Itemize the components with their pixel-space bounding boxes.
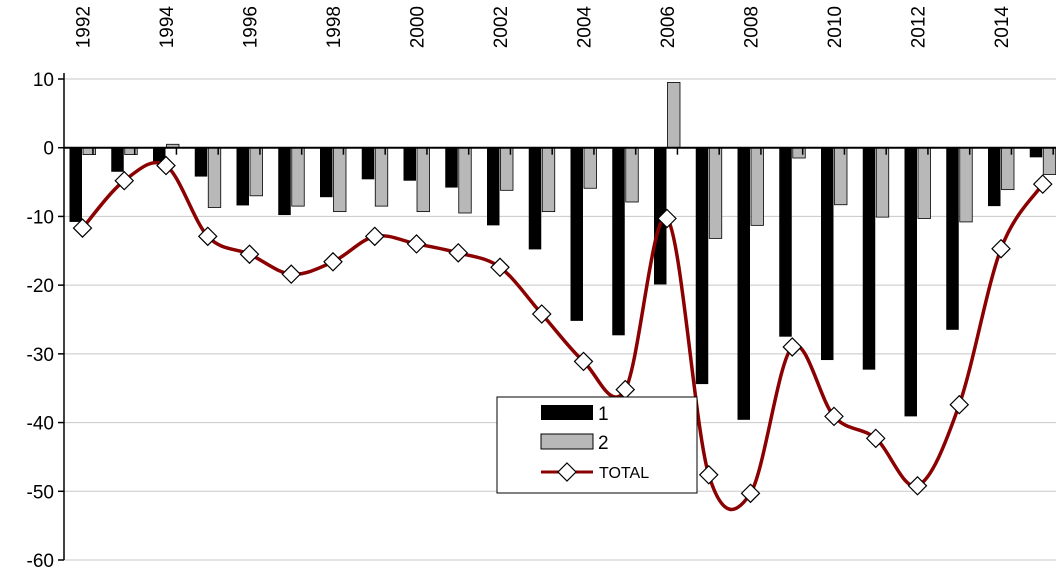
legend-marker-total bbox=[557, 462, 577, 482]
bar-series2-2008 bbox=[750, 147, 764, 226]
bar-series1-1998 bbox=[320, 147, 333, 198]
y-tick-label: -50 bbox=[27, 482, 54, 503]
bar-series2-2006 bbox=[667, 82, 681, 149]
x-tick-label: 1998 bbox=[324, 6, 345, 48]
x-tick-label: 1996 bbox=[241, 6, 262, 48]
x-tick-label: 1992 bbox=[74, 6, 95, 48]
total-marker-1995 bbox=[197, 226, 218, 247]
y-tick-label: 10 bbox=[33, 70, 54, 91]
x-tick-label: 1994 bbox=[157, 6, 178, 49]
total-marker-2004 bbox=[573, 351, 594, 372]
bar-series1-2011 bbox=[862, 147, 876, 370]
total-marker-2008 bbox=[740, 483, 761, 504]
total-marker-2010 bbox=[824, 406, 844, 427]
y-tick-label: -40 bbox=[27, 414, 54, 435]
total-line bbox=[72, 155, 1053, 511]
bar-series2-1997 bbox=[291, 147, 305, 207]
x-tick-label: 2002 bbox=[491, 6, 512, 48]
bar-series1-1997 bbox=[278, 147, 291, 216]
total-marker-1992 bbox=[72, 218, 93, 238]
axes bbox=[58, 73, 1056, 561]
x-tick-labels: 1992 1994 1996 1998 2000 2002 2004 2006 2008 2010… bbox=[74, 6, 1014, 49]
legend-box bbox=[496, 396, 698, 494]
bar-series2-1996 bbox=[249, 147, 263, 197]
bar-series2-2010 bbox=[834, 147, 848, 206]
bar-series1-2000 bbox=[403, 147, 416, 181]
total-marker-2015 bbox=[1032, 174, 1053, 194]
total-marker-2002 bbox=[490, 257, 510, 278]
bar-series1-1992 bbox=[69, 147, 82, 222]
y-tick-label: -30 bbox=[27, 345, 54, 366]
total-marker-1999 bbox=[364, 226, 385, 247]
y-tick-label: -10 bbox=[27, 207, 54, 228]
legend-label-2: 2 bbox=[598, 433, 609, 454]
y-tick-label: -20 bbox=[27, 276, 54, 297]
total-marker-1993 bbox=[114, 170, 135, 191]
bar-series1-1995 bbox=[194, 147, 208, 177]
x-tick-label: 2004 bbox=[575, 6, 596, 49]
total-marker-2012 bbox=[907, 475, 928, 496]
bar-series1-2014 bbox=[988, 147, 1001, 207]
bar-series1-2005 bbox=[612, 147, 625, 336]
total-marker-2011 bbox=[865, 428, 886, 449]
x-tick-label: 2010 bbox=[825, 6, 846, 48]
x-tick-label: 2012 bbox=[909, 6, 930, 48]
total-marker-2006 bbox=[657, 208, 677, 229]
bar-series1-1996 bbox=[236, 147, 249, 206]
bar-series2-2013 bbox=[959, 147, 973, 223]
total-marker-2007 bbox=[698, 464, 719, 485]
bar-series2-2005 bbox=[625, 147, 639, 203]
legend: 1 2 TOTAL bbox=[496, 396, 698, 494]
bar-series1-2003 bbox=[528, 147, 542, 250]
bar-series1-2004 bbox=[570, 147, 583, 321]
y-tick-label: -60 bbox=[27, 551, 54, 571]
y-tick-label: 0 bbox=[43, 139, 54, 160]
bars bbox=[69, 82, 1056, 420]
x-tick-label: 2008 bbox=[742, 6, 763, 48]
bar-series2-2001 bbox=[458, 147, 472, 214]
bar-series1-2010 bbox=[821, 147, 834, 361]
bar-series1-2001 bbox=[445, 147, 458, 188]
total-marker-2001 bbox=[448, 242, 469, 263]
total-marker-1998 bbox=[323, 251, 343, 272]
total-marker-2009 bbox=[782, 337, 803, 357]
bar-series2-2011 bbox=[875, 147, 890, 218]
bar-series2-2003 bbox=[541, 147, 556, 213]
legend-swatch-1 bbox=[541, 405, 593, 420]
total-marker-2000 bbox=[406, 234, 427, 254]
total-marker-2014 bbox=[991, 238, 1011, 259]
bar-series2-1995 bbox=[207, 147, 222, 208]
total-marker-1994 bbox=[156, 155, 176, 176]
bar-series2-1999 bbox=[374, 147, 389, 207]
legend-label-total: TOTAL bbox=[599, 465, 649, 482]
bar-series2-2000 bbox=[416, 147, 430, 213]
total-marker-1996 bbox=[239, 244, 260, 265]
total-marker-2003 bbox=[531, 304, 552, 324]
y-tick-labels: 10 0 -10 -20 -30 -40 -50 -60 bbox=[27, 70, 54, 571]
legend-swatch-2 bbox=[540, 433, 594, 450]
total-marker-1997 bbox=[281, 264, 302, 284]
bar-series1-2007 bbox=[695, 147, 709, 385]
bar-series1-2002 bbox=[487, 147, 500, 226]
x-tick-label: 2014 bbox=[992, 6, 1013, 49]
bar-series2-1998 bbox=[333, 147, 347, 213]
bar-series1-2008 bbox=[737, 147, 750, 420]
bar-series1-2012 bbox=[904, 147, 917, 417]
x-tick-label: 2006 bbox=[658, 6, 679, 48]
legend-label-1: 1 bbox=[598, 404, 609, 425]
bar-series2-2007 bbox=[708, 147, 723, 239]
bar-series1-2013 bbox=[946, 147, 959, 330]
bar-series1-2009 bbox=[779, 147, 792, 337]
bar-series1-2015 bbox=[1029, 147, 1043, 158]
x-tick-label: 2000 bbox=[408, 6, 429, 48]
bar-series2-2012 bbox=[917, 147, 931, 219]
total-marker-2013 bbox=[949, 394, 970, 415]
bar-series1-1999 bbox=[361, 147, 375, 180]
